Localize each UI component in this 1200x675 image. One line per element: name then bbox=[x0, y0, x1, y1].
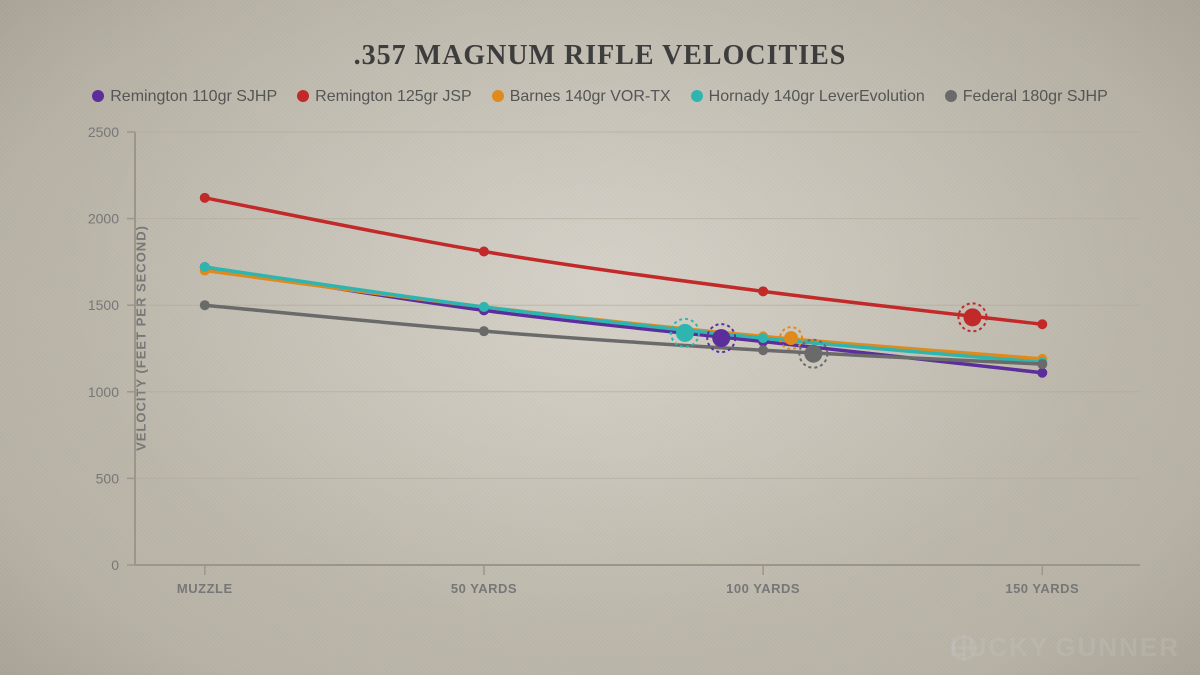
watermark-text-2: GUNNER bbox=[1055, 632, 1180, 663]
svg-text:50 YARDS: 50 YARDS bbox=[451, 581, 517, 596]
crosshair-icon bbox=[950, 634, 978, 662]
svg-text:1000: 1000 bbox=[88, 384, 119, 400]
svg-text:1500: 1500 bbox=[88, 297, 119, 313]
svg-text:MUZZLE: MUZZLE bbox=[177, 581, 233, 596]
watermark: LUCKY GUNNER bbox=[950, 632, 1180, 663]
chart-plot: 0 500 1000 1500 2000 2500 MUZZLE 50 YARDS 100 YA… bbox=[0, 0, 1200, 675]
svg-text:100 YARDS: 100 YARDS bbox=[726, 581, 800, 596]
svg-text:0: 0 bbox=[111, 557, 119, 573]
svg-text:500: 500 bbox=[96, 470, 120, 486]
svg-text:2500: 2500 bbox=[88, 124, 119, 140]
svg-text:2000: 2000 bbox=[88, 211, 119, 227]
svg-text:150 YARDS: 150 YARDS bbox=[1005, 581, 1079, 596]
